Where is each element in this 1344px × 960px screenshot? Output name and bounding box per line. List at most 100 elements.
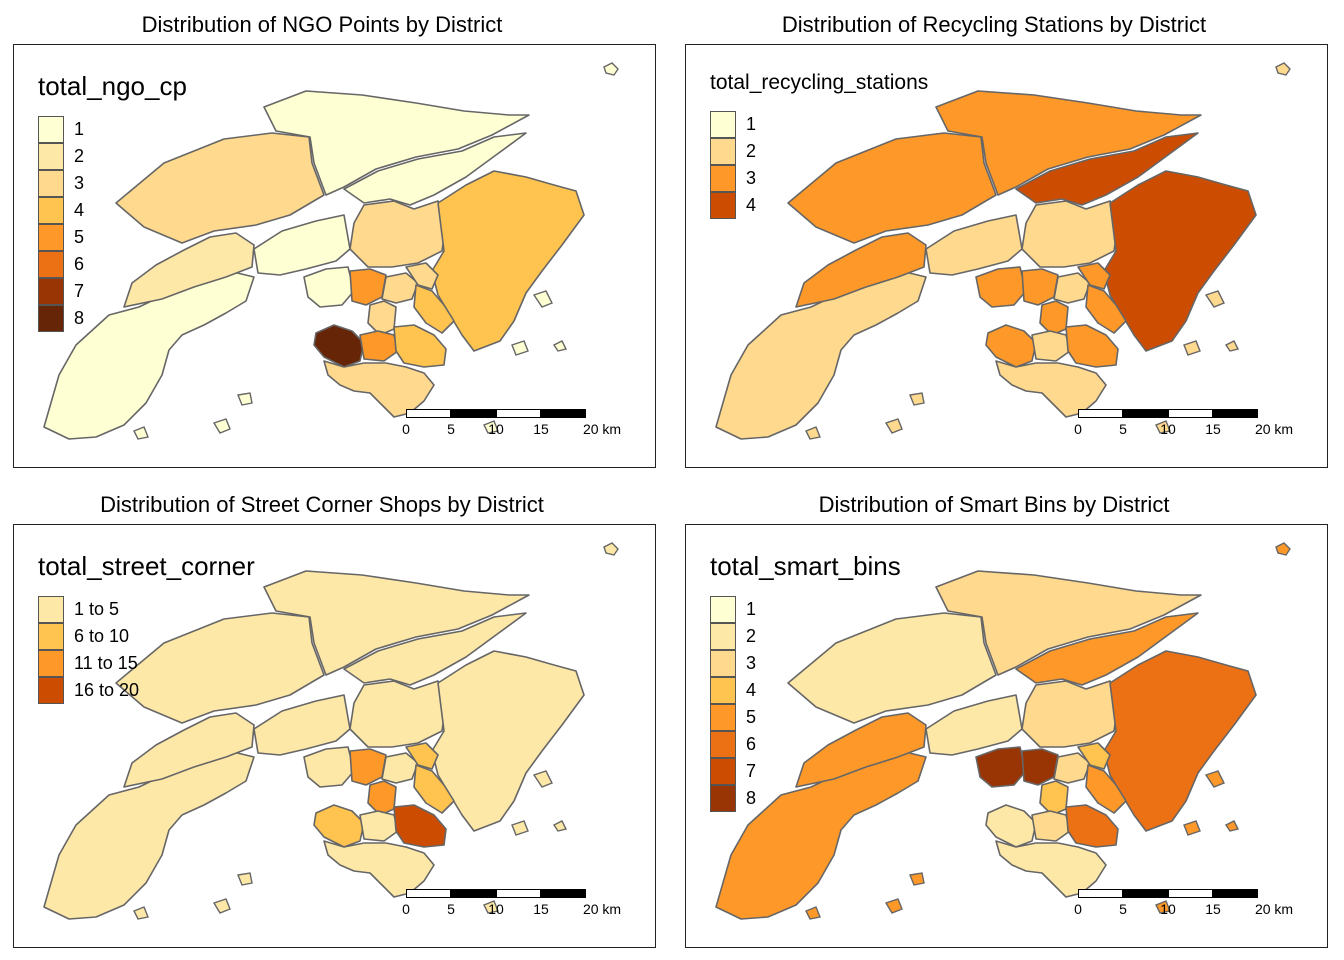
district-tai-po <box>1015 132 1199 206</box>
legend-rows: 1 to 5 6 to 10 11 to 15 16 to 20 <box>38 596 255 704</box>
scale-label: 0 <box>402 901 410 917</box>
legend-swatch <box>38 677 64 704</box>
scale-segment <box>1078 409 1123 418</box>
legend-swatch <box>38 650 64 677</box>
small-island <box>552 340 568 352</box>
legend-swatch <box>38 197 64 224</box>
small-island <box>1275 62 1291 76</box>
small-island <box>884 418 903 434</box>
district-wan-chai <box>1031 330 1071 362</box>
scale-segment <box>1168 409 1213 418</box>
district-shatin <box>1021 200 1119 268</box>
legend-swatch <box>710 138 736 165</box>
district-eastern <box>1065 324 1119 368</box>
legend-item: 4 <box>710 677 901 704</box>
district-kowloon-city <box>1053 272 1091 304</box>
legend-item: 8 <box>38 305 187 332</box>
legend-swatch <box>710 165 736 192</box>
legend-label: 1 <box>74 119 85 139</box>
district-wong-tai-sin <box>405 262 439 290</box>
scale-label: 10 <box>1160 421 1176 437</box>
district-yuen-long <box>115 612 325 724</box>
district-yuen-long <box>787 612 997 724</box>
legend-label: 3 <box>746 168 757 188</box>
legend-swatch <box>710 192 736 219</box>
map-frame: total_ngo_cp 1 2 3 4 5 6 7 8 0 5 10 15 20 km <box>13 44 656 468</box>
district-north <box>935 570 1202 676</box>
legend-label: 6 <box>746 734 757 754</box>
scale-label: 20 km <box>582 901 622 917</box>
small-island <box>1275 542 1291 556</box>
scale-label: 20 km <box>1254 901 1294 917</box>
legend-item: 2 <box>710 138 928 165</box>
district-wong-tai-sin <box>405 742 439 770</box>
district-wan-chai <box>359 810 399 842</box>
district-sham-shui-po <box>1021 748 1059 786</box>
legend-swatch <box>38 170 64 197</box>
district-kwun-tong <box>1085 764 1127 814</box>
small-island <box>1204 290 1225 308</box>
legend-swatch <box>710 677 736 704</box>
district-map <box>43 542 619 920</box>
scale-label: 10 <box>488 421 504 437</box>
scale-label: 5 <box>1119 901 1127 917</box>
district-sham-shui-po <box>349 748 387 786</box>
scale-label: 20 km <box>582 421 622 437</box>
district-map <box>43 62 619 440</box>
legend-label: 1 <box>746 114 757 134</box>
scale-label: 10 <box>488 901 504 917</box>
district-north <box>935 90 1202 196</box>
legend: total_ngo_cp 1 2 3 4 5 6 7 8 <box>38 71 187 332</box>
legend-label: 1 <box>746 599 757 619</box>
small-island <box>483 900 499 914</box>
district-tuen-mun <box>123 712 255 788</box>
map-panel-smart-bins: Distribution of Smart Bins by District t… <box>672 480 1328 958</box>
district-sai-kung <box>1103 650 1257 832</box>
district-central-western <box>313 324 365 368</box>
scale-bar: 0 5 10 15 20 km <box>1074 877 1293 917</box>
district-shatin <box>1021 680 1119 748</box>
district-tai-po <box>343 612 527 686</box>
legend: total_street_corner 1 to 5 6 to 10 11 to 1… <box>38 551 255 704</box>
district-kowloon-city <box>1053 752 1091 784</box>
scale-label: 0 <box>1074 901 1082 917</box>
district-islands <box>43 750 255 920</box>
district-map <box>715 542 1291 920</box>
legend-swatch <box>710 758 736 785</box>
small-island <box>212 418 231 434</box>
legend-item: 5 <box>38 224 187 251</box>
district-eastern <box>393 324 447 368</box>
legend-item: 2 <box>38 143 187 170</box>
legend-label: 3 <box>74 173 85 193</box>
district-southern <box>323 840 435 898</box>
district-wong-tai-sin <box>1077 742 1111 770</box>
small-island <box>909 872 925 886</box>
small-island <box>603 542 619 556</box>
district-eastern <box>1065 804 1119 848</box>
legend-label: 7 <box>746 761 757 781</box>
small-island <box>805 906 821 920</box>
district-yuen-long <box>787 132 997 244</box>
small-island <box>237 392 253 406</box>
legend-item: 6 <box>38 251 187 278</box>
scale-segment <box>1078 889 1123 898</box>
legend-swatch <box>38 251 64 278</box>
legend-item: 3 <box>710 165 928 192</box>
legend-label: 2 <box>746 141 757 161</box>
legend-item: 2 <box>710 623 901 650</box>
legend-title: total_ngo_cp <box>38 71 187 101</box>
district-central-western <box>985 324 1037 368</box>
district-yuen-long <box>115 132 325 244</box>
small-island <box>1224 820 1240 832</box>
legend-rows: 1 2 3 4 5 6 7 8 <box>710 596 901 812</box>
district-sham-shui-po <box>1021 268 1059 306</box>
small-island <box>532 770 553 788</box>
small-island <box>1183 820 1201 836</box>
small-island <box>511 340 529 356</box>
scale-bar: 0 5 10 15 20 km <box>402 877 621 917</box>
map-frame: total_street_corner 1 to 5 6 to 10 11 to 1… <box>13 524 656 948</box>
legend-label: 6 to 10 <box>74 626 130 646</box>
scale-segment <box>496 409 541 418</box>
district-kwai-tsing <box>303 746 355 788</box>
map-panel-street-corner: Distribution of Street Corner Shops by D… <box>0 480 656 958</box>
